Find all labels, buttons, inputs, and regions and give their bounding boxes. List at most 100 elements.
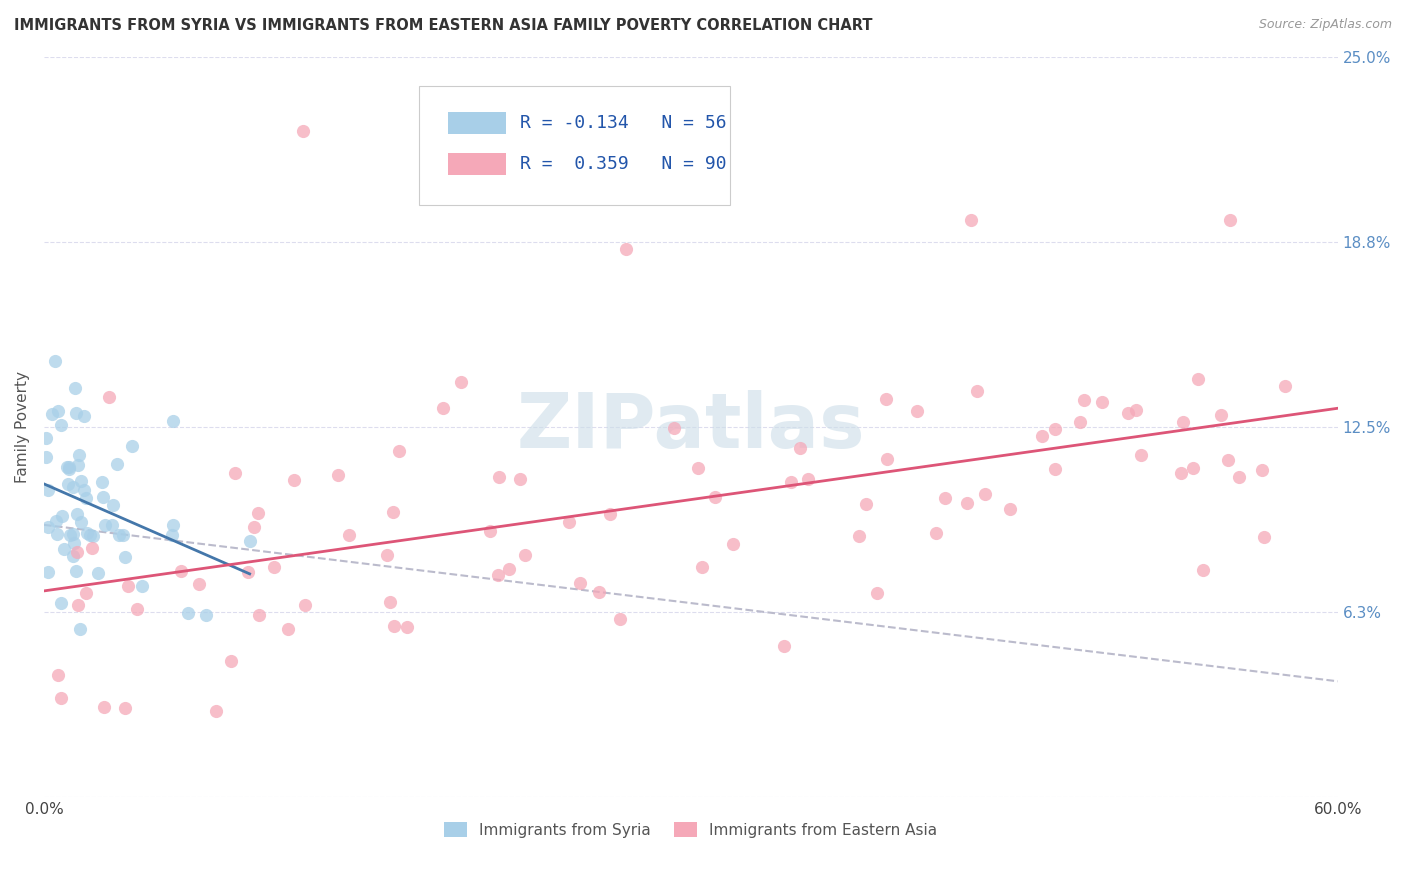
Point <box>381 505 404 519</box>
Point <box>1116 405 1139 419</box>
Point <box>37 565 59 579</box>
Point <box>127 601 149 615</box>
Point <box>114 701 136 715</box>
Point <box>609 612 631 626</box>
Point <box>82 541 104 556</box>
Point <box>1182 461 1205 475</box>
Point <box>46 404 69 418</box>
Text: R =  0.359   N = 90: R = 0.359 N = 90 <box>520 155 727 173</box>
Point <box>588 584 610 599</box>
Point <box>956 496 979 510</box>
Point <box>388 443 411 458</box>
Point <box>236 566 259 580</box>
Point <box>70 516 93 530</box>
Point <box>789 441 811 455</box>
Point <box>1192 564 1215 578</box>
Point <box>66 507 89 521</box>
Point <box>131 579 153 593</box>
Point <box>848 529 870 543</box>
Point <box>875 392 897 406</box>
Point <box>662 421 685 435</box>
Point <box>41 407 63 421</box>
Point <box>51 509 73 524</box>
Point <box>966 384 988 398</box>
Point <box>432 401 454 415</box>
Point <box>59 528 82 542</box>
Point <box>224 466 246 480</box>
Point <box>488 470 510 484</box>
Point <box>162 414 184 428</box>
Point <box>513 548 536 562</box>
Point <box>239 533 262 548</box>
Point <box>73 409 96 424</box>
Point <box>101 517 124 532</box>
Point <box>58 461 80 475</box>
Bar <box>447 153 506 175</box>
Point <box>67 448 90 462</box>
Point <box>65 564 87 578</box>
Point <box>103 498 125 512</box>
Point <box>395 620 418 634</box>
Point <box>1129 449 1152 463</box>
Point <box>1073 392 1095 407</box>
Point <box>69 623 91 637</box>
Point <box>1091 395 1114 409</box>
Point <box>45 527 67 541</box>
Point <box>569 576 592 591</box>
Point <box>53 541 76 556</box>
Point <box>1031 429 1053 443</box>
Point <box>337 528 360 542</box>
Bar <box>447 112 506 135</box>
Point <box>242 519 264 533</box>
Point <box>37 483 59 497</box>
Point <box>93 699 115 714</box>
Point <box>866 586 889 600</box>
Point <box>94 517 117 532</box>
Point <box>998 502 1021 516</box>
Point <box>82 529 104 543</box>
Point <box>76 526 98 541</box>
Point <box>779 475 801 490</box>
Point <box>773 639 796 653</box>
Point <box>486 568 509 582</box>
Point <box>90 475 112 489</box>
Point <box>56 460 79 475</box>
Point <box>70 474 93 488</box>
Point <box>247 608 270 623</box>
Point <box>1219 212 1241 227</box>
Point <box>876 452 898 467</box>
Point <box>686 461 709 475</box>
Point <box>187 576 209 591</box>
Point <box>1250 463 1272 477</box>
Point <box>63 536 86 550</box>
Y-axis label: Family Poverty: Family Poverty <box>15 371 30 483</box>
Point <box>105 457 128 471</box>
Point <box>1216 453 1239 467</box>
Point <box>51 418 73 433</box>
Point <box>599 507 621 521</box>
Point <box>66 458 89 472</box>
Point <box>498 562 520 576</box>
Point <box>1253 530 1275 544</box>
Point <box>277 622 299 636</box>
Point <box>73 483 96 497</box>
Point <box>1173 415 1195 429</box>
Point <box>111 528 134 542</box>
Point <box>35 431 58 445</box>
Point <box>37 520 59 534</box>
Text: IMMIGRANTS FROM SYRIA VS IMMIGRANTS FROM EASTERN ASIA FAMILY POVERTY CORRELATION: IMMIGRANTS FROM SYRIA VS IMMIGRANTS FROM… <box>14 18 873 33</box>
Legend: Immigrants from Syria, Immigrants from Eastern Asia: Immigrants from Syria, Immigrants from E… <box>437 814 945 846</box>
Point <box>44 354 66 368</box>
Text: R = -0.134   N = 56: R = -0.134 N = 56 <box>520 114 727 132</box>
Point <box>1170 466 1192 480</box>
Point <box>294 598 316 612</box>
Point <box>283 474 305 488</box>
Point <box>65 406 87 420</box>
Point <box>121 439 143 453</box>
Point <box>49 596 72 610</box>
Point <box>291 124 314 138</box>
Point <box>974 487 997 501</box>
FancyBboxPatch shape <box>419 87 730 205</box>
Point <box>221 654 243 668</box>
Point <box>170 565 193 579</box>
